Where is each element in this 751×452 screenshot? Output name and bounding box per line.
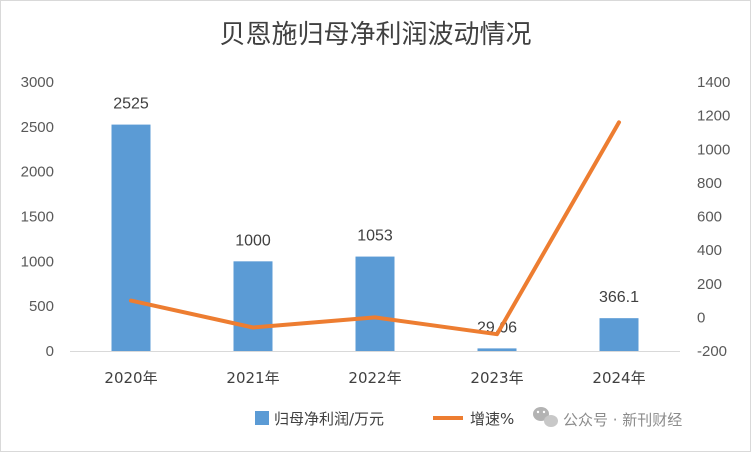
left-axis-tick-label: 0 [46, 343, 54, 360]
bar-data-label: 1053 [357, 228, 393, 245]
right-axis-tick-label: -200 [697, 343, 727, 360]
left-axis-tick-label: 500 [29, 298, 54, 315]
line-series [129, 120, 621, 337]
bar [111, 124, 151, 351]
bar-data-label: 1000 [235, 232, 271, 249]
right-axis-tick-label: 1400 [697, 74, 730, 91]
category-labels: 2020年 2021年 2022年 2023年 2024年 [104, 369, 645, 387]
category-label: 2022年 [348, 369, 401, 387]
bar [233, 261, 273, 351]
left-axis-tick-label: 2000 [21, 164, 54, 181]
bar-series [111, 124, 639, 351]
watermark-text: 公众号 · 新刊财经 [563, 411, 682, 429]
right-axis-tick-label: 1000 [697, 141, 730, 158]
right-axis-tick-label: 200 [697, 276, 722, 293]
wechat-icon [533, 407, 558, 427]
category-label: 2024年 [592, 369, 645, 387]
bar-data-label: 366.1 [599, 289, 639, 306]
right-axis-ticks: -200 0 200 400 600 800 1000 1200 1400 [697, 74, 730, 360]
legend: 归母净利润/万元 增速% [255, 410, 514, 428]
legend-label-line: 增速% [470, 410, 514, 428]
category-label: 2021年 [226, 369, 279, 387]
bar [599, 318, 639, 351]
chart-title: 贝恩施归母净利润波动情况 [219, 20, 532, 50]
bar [355, 256, 395, 351]
right-axis-tick-label: 400 [697, 242, 722, 259]
category-label: 2023年 [470, 369, 523, 387]
right-axis-tick-label: 1200 [697, 108, 730, 125]
legend-label-bar: 归母净利润/万元 [274, 410, 384, 428]
left-axis-ticks: 0 500 1000 1500 2000 2500 3000 [21, 74, 54, 360]
right-axis-tick-label: 0 [697, 309, 705, 326]
bar [477, 348, 517, 351]
watermark: 公众号 · 新刊财经 [533, 407, 682, 429]
right-axis-tick-label: 600 [697, 209, 722, 226]
left-axis-tick-label: 2500 [21, 119, 54, 136]
legend-swatch-bar [255, 411, 269, 425]
left-axis-tick-label: 3000 [21, 74, 54, 91]
category-label: 2020年 [104, 369, 157, 387]
left-axis-tick-label: 1500 [21, 209, 54, 226]
left-axis-tick-label: 1000 [21, 253, 54, 270]
right-axis-tick-label: 800 [697, 175, 722, 192]
line-series-path [129, 120, 621, 337]
bar-data-label: 2525 [113, 96, 149, 113]
